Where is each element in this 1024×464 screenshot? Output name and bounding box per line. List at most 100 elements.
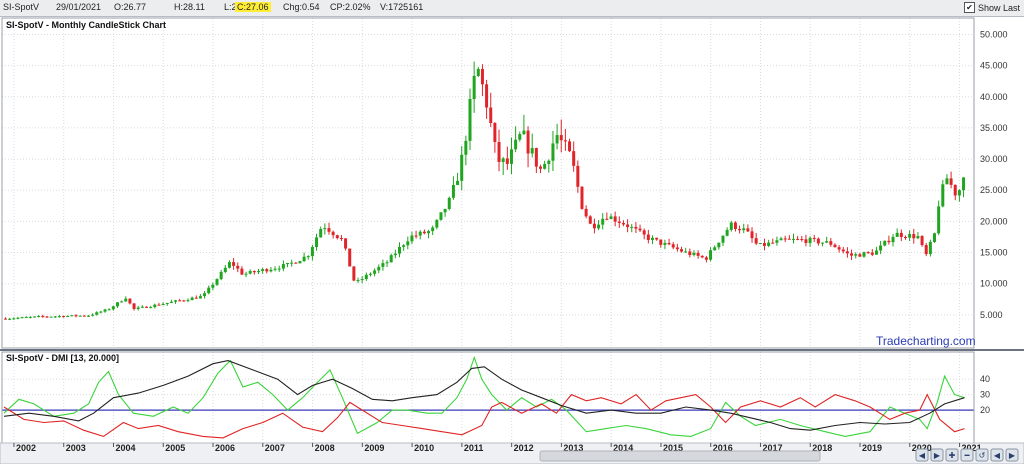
nav-button-face[interactable] bbox=[1005, 448, 1019, 462]
candle-body bbox=[924, 245, 928, 255]
candle-body bbox=[219, 271, 223, 280]
nav-button[interactable]: ▶ bbox=[1005, 448, 1019, 462]
candle-body bbox=[854, 254, 858, 256]
nav-button-face[interactable] bbox=[945, 448, 959, 462]
dmi-series-plus_di bbox=[3, 355, 965, 437]
candle-body bbox=[526, 130, 530, 154]
candle-body bbox=[385, 262, 389, 264]
nav-button-face[interactable] bbox=[990, 448, 1004, 462]
year-label: 2019 bbox=[862, 443, 882, 453]
year-label: 2012 bbox=[514, 443, 534, 453]
candle-body bbox=[356, 280, 360, 282]
candle-body bbox=[514, 139, 518, 150]
year-label: 2002 bbox=[16, 443, 36, 453]
candle-body bbox=[99, 311, 103, 313]
candle-body bbox=[265, 269, 269, 272]
price-tick-label: 25.000 bbox=[980, 185, 1008, 195]
candle-body bbox=[787, 238, 791, 240]
quote-date: 29/01/2021 bbox=[56, 2, 102, 12]
candle-body bbox=[352, 266, 356, 281]
candle-body bbox=[57, 316, 61, 318]
candle-body bbox=[899, 232, 903, 238]
candle-body bbox=[368, 273, 372, 275]
candle-body bbox=[120, 301, 124, 303]
quote-toolbar: SI-SpotV 29/01/2021 O:26.77 H:28.11 L:24… bbox=[0, 0, 1024, 17]
nav-button-face[interactable] bbox=[960, 448, 974, 462]
nav-button[interactable]: ━ bbox=[960, 448, 974, 462]
candle-body bbox=[742, 228, 746, 231]
candle-body bbox=[62, 316, 66, 318]
candle-body bbox=[364, 274, 368, 280]
candle-body bbox=[733, 222, 737, 229]
dmi-series-minus_di bbox=[3, 393, 965, 439]
candle-body bbox=[140, 306, 144, 308]
candle-body bbox=[588, 216, 592, 224]
candle-body bbox=[203, 293, 207, 297]
dmi-tick-label: 40 bbox=[980, 374, 990, 384]
candle-body bbox=[460, 154, 464, 181]
candle-body bbox=[207, 287, 211, 294]
candle-body bbox=[472, 76, 476, 99]
candle-body bbox=[443, 208, 447, 213]
candle-body bbox=[576, 165, 580, 187]
dmi-tick-label: 30 bbox=[980, 390, 990, 400]
candle-body bbox=[418, 231, 422, 236]
nav-button-face[interactable] bbox=[930, 448, 944, 462]
candle-body bbox=[290, 262, 294, 264]
candle-body bbox=[671, 244, 675, 248]
nav-button-face[interactable] bbox=[975, 448, 989, 462]
year-label: 2008 bbox=[315, 443, 335, 453]
candle-body bbox=[680, 249, 684, 252]
horizontal-scrollbar[interactable] bbox=[539, 450, 821, 462]
candle-body bbox=[791, 238, 795, 240]
candle-body bbox=[912, 234, 916, 239]
candle-body bbox=[945, 178, 949, 185]
nav-button[interactable]: ✚ bbox=[945, 448, 959, 462]
candle-body bbox=[908, 234, 912, 238]
show-last-checkbox[interactable]: ✔ bbox=[963, 2, 975, 13]
quote-change-pct: CP:2.02% bbox=[330, 2, 371, 12]
year-label: 2011 bbox=[464, 443, 484, 453]
candle-body bbox=[505, 158, 509, 164]
candle-body bbox=[20, 317, 24, 319]
candle-body bbox=[190, 297, 194, 301]
candle-body bbox=[128, 298, 132, 304]
nav-button-face[interactable] bbox=[915, 448, 929, 462]
candle-body bbox=[186, 300, 190, 302]
nav-button[interactable]: ▶ bbox=[930, 448, 944, 462]
candle-body bbox=[485, 84, 489, 108]
year-label: 2007 bbox=[265, 443, 285, 453]
candle-body bbox=[559, 135, 563, 141]
candle-body bbox=[858, 254, 862, 257]
candle-body bbox=[397, 246, 401, 254]
price-tick-label: 50.000 bbox=[980, 29, 1008, 39]
nav-button[interactable]: ◀ bbox=[990, 448, 1004, 462]
price-tick-label: 40.000 bbox=[980, 92, 1008, 102]
candle-body bbox=[182, 300, 186, 302]
candle-body bbox=[41, 316, 45, 318]
candle-body bbox=[422, 231, 426, 234]
nav-button[interactable]: ↺ bbox=[975, 448, 989, 462]
candle-body bbox=[779, 238, 783, 241]
candle-body bbox=[953, 184, 957, 196]
candle-body bbox=[28, 316, 32, 318]
candle-body bbox=[497, 141, 501, 163]
year-label: 2014 bbox=[613, 443, 633, 453]
candle-body bbox=[298, 261, 302, 264]
show-last-toggle[interactable]: ✔ Show Last bbox=[963, 2, 1020, 13]
candle-body bbox=[700, 255, 704, 258]
candle-body bbox=[335, 235, 339, 239]
candle-body bbox=[895, 232, 899, 237]
nav-button[interactable]: ◀ bbox=[915, 448, 929, 462]
candle-body bbox=[53, 316, 57, 318]
candle-body bbox=[642, 230, 646, 235]
candle-body bbox=[928, 241, 932, 255]
candle-body bbox=[750, 231, 754, 239]
candle-body bbox=[389, 255, 393, 263]
candle-body bbox=[775, 240, 779, 243]
candle-body bbox=[86, 315, 90, 317]
chart-nav-buttons: ◀ ▶ ✚ ━ ↺ ◀ ▶ bbox=[915, 448, 1019, 462]
candle-body bbox=[613, 216, 617, 222]
show-last-label: Show Last bbox=[977, 2, 1020, 13]
